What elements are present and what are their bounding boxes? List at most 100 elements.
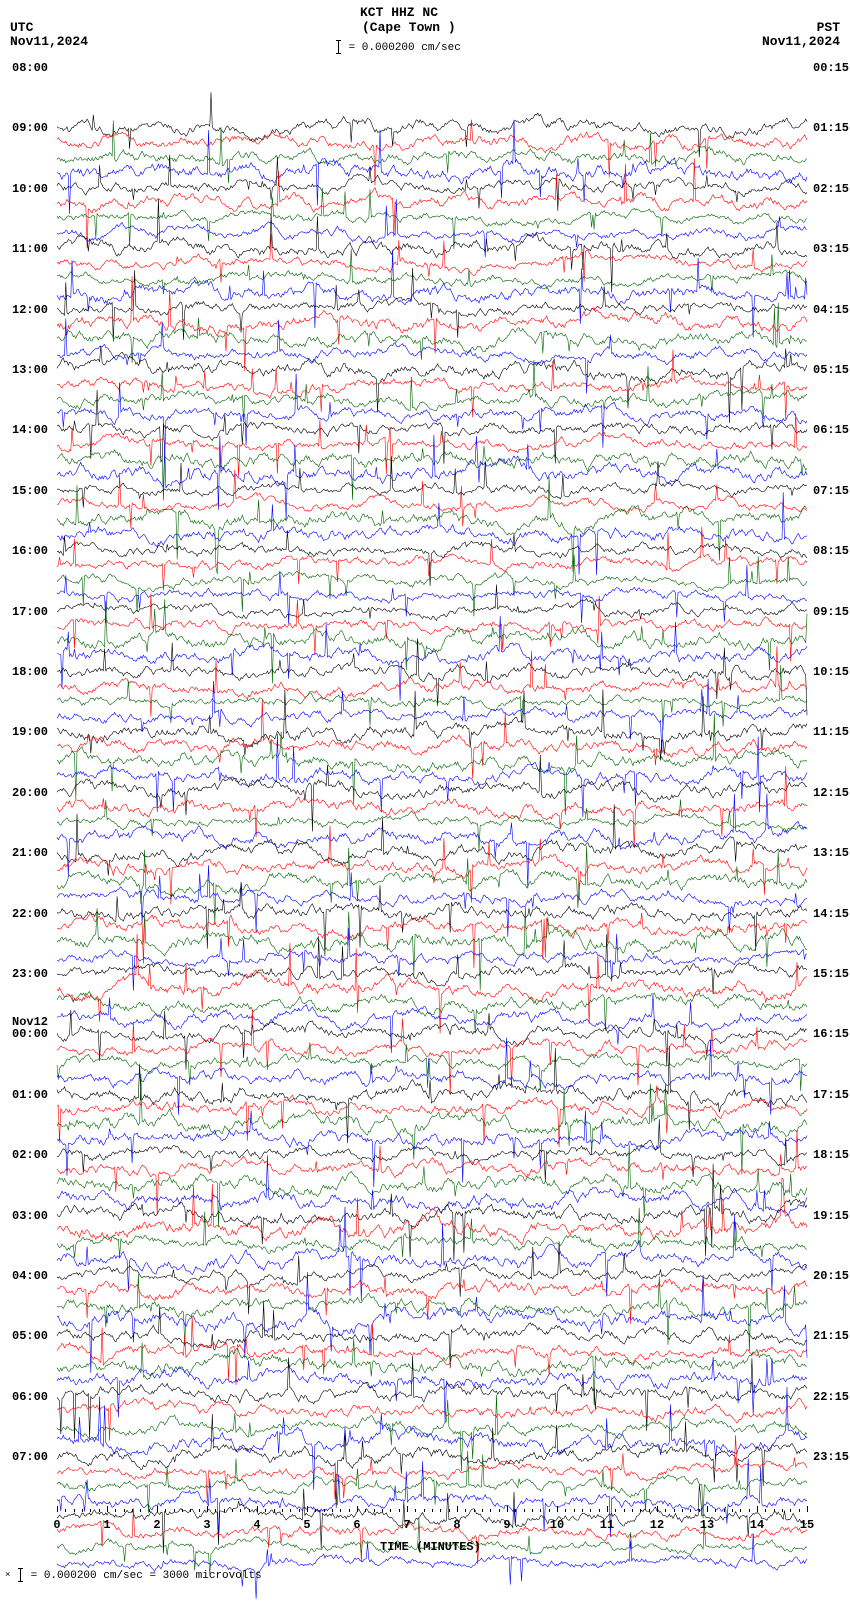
minor-tick <box>274 1509 275 1512</box>
major-tick <box>657 1506 658 1512</box>
seismic-trace <box>57 656 807 776</box>
footer-scale: × = 0.000200 cm/sec = 3000 microvolts <box>5 1568 262 1582</box>
seismic-trace <box>57 1305 807 1425</box>
minor-tick <box>640 1509 641 1512</box>
utc-time-label: 07:00 <box>12 1450 48 1464</box>
seismic-trace <box>57 369 807 489</box>
seismic-trace <box>57 762 807 882</box>
utc-time-label: 01:00 <box>12 1088 48 1102</box>
major-tick <box>607 1506 608 1512</box>
utc-time-label: 04:00 <box>12 1269 48 1283</box>
utc-time-label: 08:00 <box>12 61 48 75</box>
seismic-trace <box>57 188 807 308</box>
seismic-trace <box>57 1109 807 1229</box>
minor-tick <box>115 1509 116 1512</box>
seismic-trace <box>57 233 807 353</box>
minor-tick <box>674 1509 675 1512</box>
seismic-trace <box>57 143 807 263</box>
pst-time-label: 07:15 <box>813 484 849 498</box>
seismic-trace <box>57 1260 807 1380</box>
seismic-trace <box>57 1381 807 1501</box>
seismic-trace <box>57 852 807 972</box>
utc-time-label: 09:00 <box>12 121 48 135</box>
seismic-trace <box>57 1003 807 1123</box>
pst-date: Nov11,2024 <box>762 34 840 49</box>
seismic-trace <box>57 1139 807 1259</box>
seismic-trace <box>57 671 807 791</box>
seismic-trace <box>57 611 807 731</box>
minor-tick <box>599 1509 600 1512</box>
minor-tick <box>774 1509 775 1512</box>
seismic-trace <box>57 97 807 217</box>
scale-bar-icon <box>20 1568 21 1582</box>
seismic-trace <box>57 958 807 1078</box>
scale-bar-icon <box>338 40 339 54</box>
seismic-trace <box>57 747 807 867</box>
pst-time-label: 15:15 <box>813 967 849 981</box>
minor-tick <box>590 1509 591 1512</box>
header-scale: = 0.000200 cm/sec <box>335 40 461 54</box>
seismic-trace <box>57 1245 807 1365</box>
minor-tick <box>474 1509 475 1512</box>
minor-tick <box>724 1509 725 1512</box>
minor-tick <box>149 1509 150 1512</box>
minor-tick <box>690 1509 691 1512</box>
minor-tick <box>440 1509 441 1512</box>
minor-tick <box>715 1509 716 1512</box>
minor-tick <box>190 1509 191 1512</box>
seismic-trace <box>57 550 807 670</box>
seismic-trace <box>57 354 807 474</box>
xaxis-tick-label: 11 <box>600 1518 614 1532</box>
pst-time-label: 21:15 <box>813 1329 849 1343</box>
seismic-trace <box>57 112 807 232</box>
pst-time-label: 08:15 <box>813 544 849 558</box>
seismic-trace <box>57 867 807 987</box>
major-tick <box>57 1506 58 1512</box>
minor-tick <box>65 1509 66 1512</box>
xaxis-tick-label: 6 <box>353 1518 360 1532</box>
minor-tick <box>132 1509 133 1512</box>
seismic-trace <box>57 429 807 549</box>
xaxis-tick-label: 3 <box>203 1518 210 1532</box>
seismic-trace <box>57 1154 807 1274</box>
seismic-trace <box>57 1215 807 1335</box>
seismic-trace <box>57 686 807 806</box>
seismic-trace <box>57 1018 807 1138</box>
seismic-trace <box>57 218 807 338</box>
minor-tick <box>74 1509 75 1512</box>
pst-time-label: 14:15 <box>813 907 849 921</box>
minor-tick <box>290 1509 291 1512</box>
seismic-trace <box>57 278 807 398</box>
minor-tick <box>140 1509 141 1512</box>
pst-time-label: 23:15 <box>813 1450 849 1464</box>
seismic-trace <box>57 641 807 761</box>
minor-tick <box>549 1509 550 1512</box>
minor-tick <box>199 1509 200 1512</box>
minor-tick <box>365 1509 366 1512</box>
utc-time-label: 14:00 <box>12 423 48 437</box>
utc-time-label: 05:00 <box>12 1329 48 1343</box>
pst-label: PST <box>817 20 840 35</box>
minor-tick <box>340 1509 341 1512</box>
pst-time-label: 17:15 <box>813 1088 849 1102</box>
seismic-trace <box>57 777 807 897</box>
minor-tick <box>182 1509 183 1512</box>
minor-tick <box>382 1509 383 1512</box>
xaxis-tick-label: 2 <box>153 1518 160 1532</box>
minor-tick <box>374 1509 375 1512</box>
minor-tick <box>399 1509 400 1512</box>
seismic-trace <box>57 1335 807 1455</box>
minor-tick <box>465 1509 466 1512</box>
xaxis-tick-label: 9 <box>503 1518 510 1532</box>
seismogram-plot <box>57 62 807 1512</box>
major-tick <box>407 1506 408 1512</box>
minor-tick <box>424 1509 425 1512</box>
xaxis-tick-label: 14 <box>750 1518 764 1532</box>
minor-tick <box>540 1509 541 1512</box>
utc-time-label: 18:00 <box>12 665 48 679</box>
minor-tick <box>224 1509 225 1512</box>
seismic-trace <box>57 520 807 640</box>
minor-tick <box>299 1509 300 1512</box>
seismic-trace <box>57 309 807 429</box>
seismic-trace <box>57 475 807 595</box>
